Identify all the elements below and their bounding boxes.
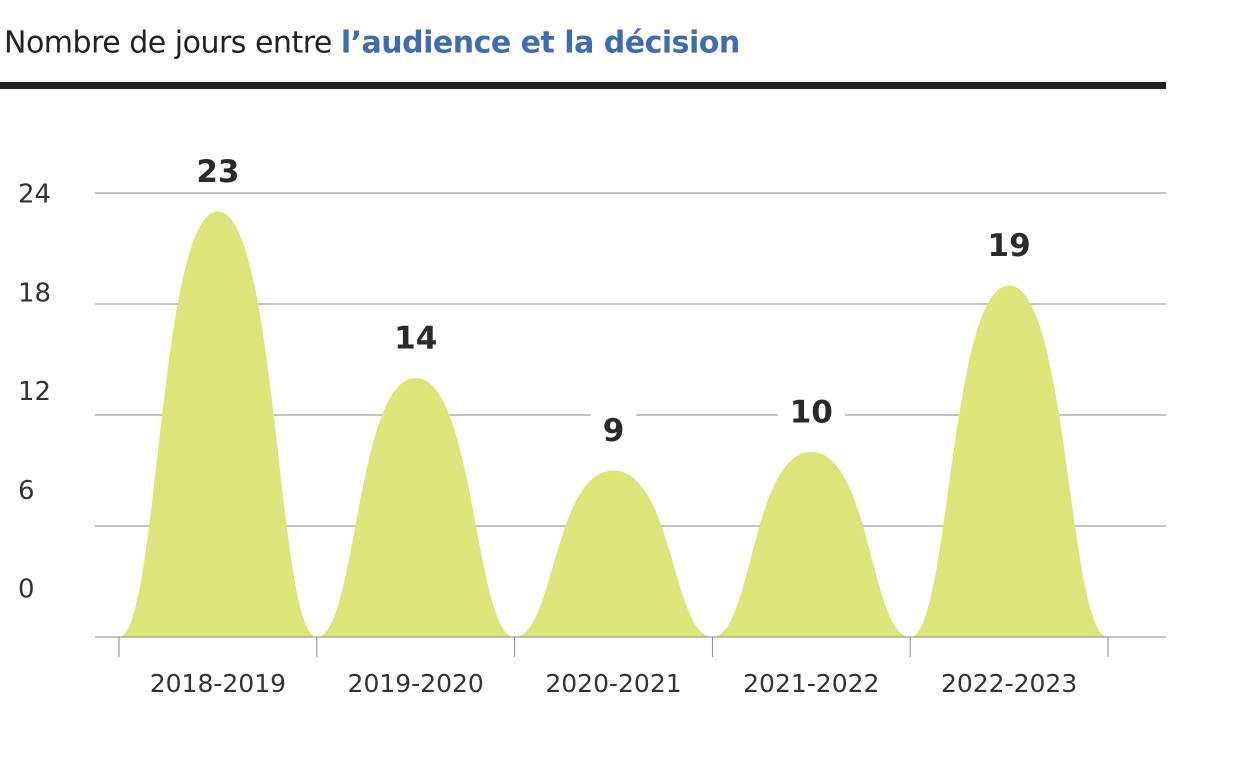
y-tick-label: 12	[18, 377, 51, 407]
bell	[119, 211, 317, 637]
x-tick-label: 2020-2021	[545, 669, 681, 698]
chart-title-highlight: l’audience et la décision	[341, 26, 740, 61]
value-label: 14	[394, 321, 437, 357]
title-rule	[0, 82, 1166, 89]
y-tick-label: 24	[18, 180, 51, 210]
bell	[514, 470, 713, 637]
value-label-bg	[590, 414, 637, 451]
value-label-bg	[382, 322, 450, 358]
value-label: 9	[603, 413, 625, 449]
x-tick-label: 2022-2023	[941, 669, 1077, 698]
x-tick-label: 2018-2019	[150, 669, 286, 698]
value-label-bg	[184, 155, 252, 192]
value-label: 23	[196, 154, 239, 190]
value-label-bg	[975, 229, 1043, 266]
value-label: 19	[988, 228, 1031, 264]
value-label-bg	[777, 396, 845, 432]
bell	[712, 452, 911, 637]
y-tick-label: 0	[18, 575, 35, 605]
x-tick-label: 2021-2022	[743, 669, 879, 698]
value-label: 10	[790, 395, 833, 431]
bell	[910, 285, 1108, 637]
x-tick-label: 2019-2020	[348, 669, 484, 698]
y-tick-label: 18	[18, 278, 51, 308]
chart-title: Nombre de jours entre	[4, 26, 332, 61]
y-tick-label: 6	[18, 476, 35, 506]
bell	[316, 378, 515, 637]
